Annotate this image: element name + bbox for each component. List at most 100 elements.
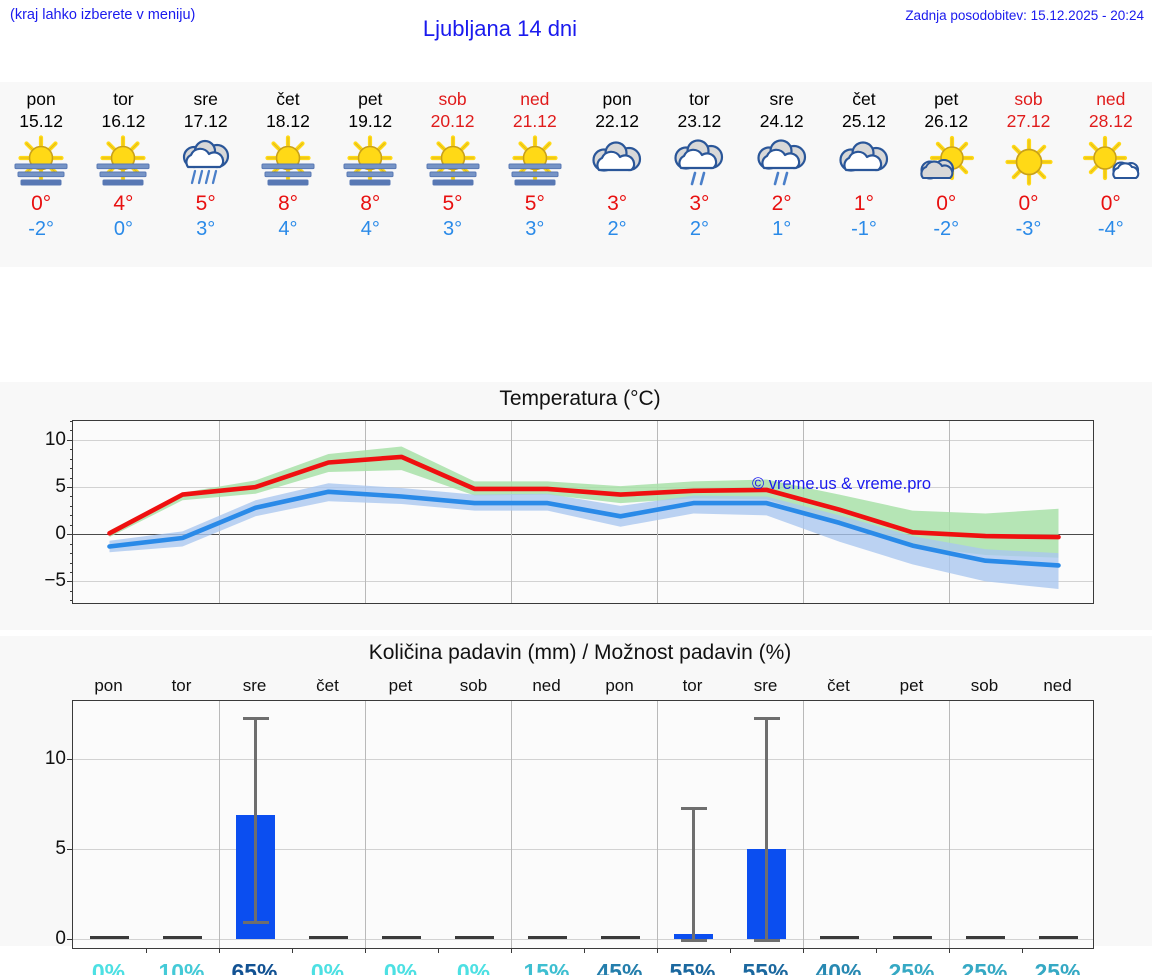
forecast-temp-min: -4°	[1097, 218, 1124, 240]
precipitation-y-tick-label: 10	[44, 747, 66, 769]
forecast-day-column[interactable]: ned 28.12 0° -4°	[1070, 82, 1152, 267]
forecast-day-name: sob	[1014, 89, 1043, 109]
forecast-day-date: 18.12	[266, 111, 310, 131]
forecast-temp-min: -2°	[28, 218, 55, 240]
sun-icon	[987, 135, 1069, 191]
precipitation-y-tick-label: 5	[55, 837, 66, 859]
forecast-temp-max: 0°	[31, 192, 52, 215]
forecast-temp-min: 0°	[113, 218, 133, 240]
precipitation-day-label: čet	[827, 676, 850, 695]
precipitation-error-cap	[680, 939, 707, 943]
forecast-day-name: tor	[689, 89, 710, 109]
forecast-day-column[interactable]: ned 21.12 5° 3°	[494, 82, 576, 267]
forecast-day-name: pet	[358, 89, 383, 109]
cloud-rain-icon	[165, 135, 247, 191]
sun-cloud-right-icon	[1070, 135, 1152, 191]
forecast-day-date: 22.12	[595, 111, 639, 131]
cloud-drizzle-icon	[741, 135, 823, 191]
forecast-day-date: 23.12	[677, 111, 722, 131]
precipitation-probability-label: 15%	[523, 959, 570, 975]
sun-fog-icon	[494, 135, 576, 191]
temperature-y-tick-label: −5	[44, 570, 66, 592]
temperature-series-svg	[107, 446, 1061, 589]
forecast-day-column[interactable]: čet 18.12 8° 4°	[247, 82, 329, 267]
precipitation-gridline	[73, 848, 1093, 850]
precipitation-vertical-gridline	[219, 701, 220, 948]
temperature-y-minor-tick	[69, 562, 73, 564]
precipitation-x-tick	[511, 948, 512, 953]
temperature-y-tick-label: 5	[55, 476, 66, 498]
temperature-y-minor-tick	[69, 421, 73, 422]
precipitation-day-labels: pon tor sre čet pet sob ned pon tor sre čet pet sob n…	[72, 676, 1094, 700]
forecast-day-date: 16.12	[101, 111, 146, 131]
forecast-temp-min: 2°	[607, 218, 627, 240]
temperature-chart-title: Temperatura (°C)	[499, 387, 661, 410]
forecast-day-column[interactable]: sob 20.12 5° 3°	[411, 82, 493, 267]
forecast-day-name: čet	[276, 89, 300, 109]
forecast-temp-max: 0°	[1100, 192, 1121, 215]
cloudy-icon	[823, 135, 905, 191]
forecast-day-column[interactable]: sob 27.12 0° -3°	[987, 82, 1069, 267]
precipitation-probability-label: 0%	[91, 959, 126, 975]
forecast-day-column[interactable]: sre 17.12 5° 3°	[165, 82, 247, 267]
page-title: Ljubljana 14 dni	[422, 16, 578, 41]
precipitation-day-label: pon	[94, 676, 123, 695]
forecast-day-column[interactable]: pet 19.12 8° 4°	[329, 82, 411, 267]
precipitation-day-label: pet	[899, 676, 924, 695]
forecast-day-date: 26.12	[924, 111, 969, 131]
precipitation-probability-label: 0%	[310, 959, 345, 975]
forecast-day-column[interactable]: tor 16.12 4° 0°	[82, 82, 164, 267]
forecast-day-name: sre	[769, 89, 794, 109]
forecast-day-column[interactable]: pet 26.12 0° -2°	[905, 82, 987, 267]
forecast-temp-max: 8°	[360, 192, 381, 215]
temperature-y-minor-tick	[69, 543, 73, 545]
precipitation-probability-label: 25%	[961, 959, 1008, 975]
temperature-gridline	[73, 581, 1093, 583]
precipitation-probability-row: 0% 10% 65% 0% 0% 0% 15% 45% 55% 55% 40% 25% 25% 25%	[72, 959, 1094, 975]
temperature-y-minor-tick	[69, 600, 73, 602]
precipitation-x-tick	[292, 948, 293, 953]
forecast-day-column[interactable]: pon 15.12 0° -2°	[0, 82, 82, 267]
precipitation-probability-label: 55%	[669, 959, 716, 975]
temperature-y-minor-tick	[69, 524, 73, 526]
cloudy-icon	[576, 135, 658, 191]
forecast-day-name: ned	[520, 89, 550, 109]
precipitation-error-bar	[254, 717, 257, 922]
temperature-y-minor-tick	[69, 487, 73, 489]
precipitation-probability-label: 55%	[742, 959, 789, 975]
daily-forecast-strip: pon 15.12 0° -2° tor 16.12 4° 0° sre 17.12 5° 3°…	[0, 82, 1152, 267]
forecast-day-name: tor	[113, 89, 134, 109]
precipitation-probability-label: 0%	[383, 959, 418, 975]
precipitation-day-label: tor	[682, 676, 703, 695]
sun-fog-icon	[411, 135, 493, 191]
precipitation-day-label: tor	[171, 676, 192, 695]
forecast-day-date: 19.12	[348, 111, 393, 131]
precipitation-error-cap	[680, 807, 707, 811]
precipitation-x-tick	[219, 948, 220, 953]
precipitation-day-label: čet	[316, 676, 339, 695]
forecast-temp-min: -3°	[1015, 218, 1042, 240]
forecast-day-column[interactable]: sre 24.12 2° 1°	[741, 82, 823, 267]
precipitation-vertical-gridline	[657, 701, 658, 948]
precipitation-day-label: pet	[388, 676, 413, 695]
forecast-day-name: čet	[852, 89, 876, 109]
forecast-temp-max: 0°	[1018, 192, 1039, 215]
precipitation-vertical-gridline	[365, 701, 366, 948]
temperature-y-minor-tick	[69, 590, 73, 592]
forecast-temp-max: 8°	[277, 192, 299, 215]
precipitation-probability-label: 10%	[158, 959, 205, 975]
forecast-temp-max: 3°	[607, 192, 628, 215]
precipitation-vertical-gridline	[949, 701, 950, 948]
forecast-temp-max: 5°	[195, 192, 216, 215]
forecast-day-column[interactable]: tor 23.12 3° 2°	[658, 82, 740, 267]
cloud-drizzle-icon	[658, 135, 740, 191]
precipitation-error-cap	[753, 939, 780, 943]
precipitation-bar	[892, 936, 933, 940]
temperature-y-minor-tick	[69, 515, 73, 517]
sun-fog-icon	[247, 135, 329, 191]
precipitation-x-tick	[657, 948, 658, 953]
precipitation-day-label: ned	[532, 676, 561, 695]
forecast-day-column[interactable]: čet 25.12 1° -1°	[823, 82, 905, 267]
precipitation-day-label: sob	[459, 676, 488, 695]
forecast-day-column[interactable]: pon 22.12 3° 2°	[576, 82, 658, 267]
